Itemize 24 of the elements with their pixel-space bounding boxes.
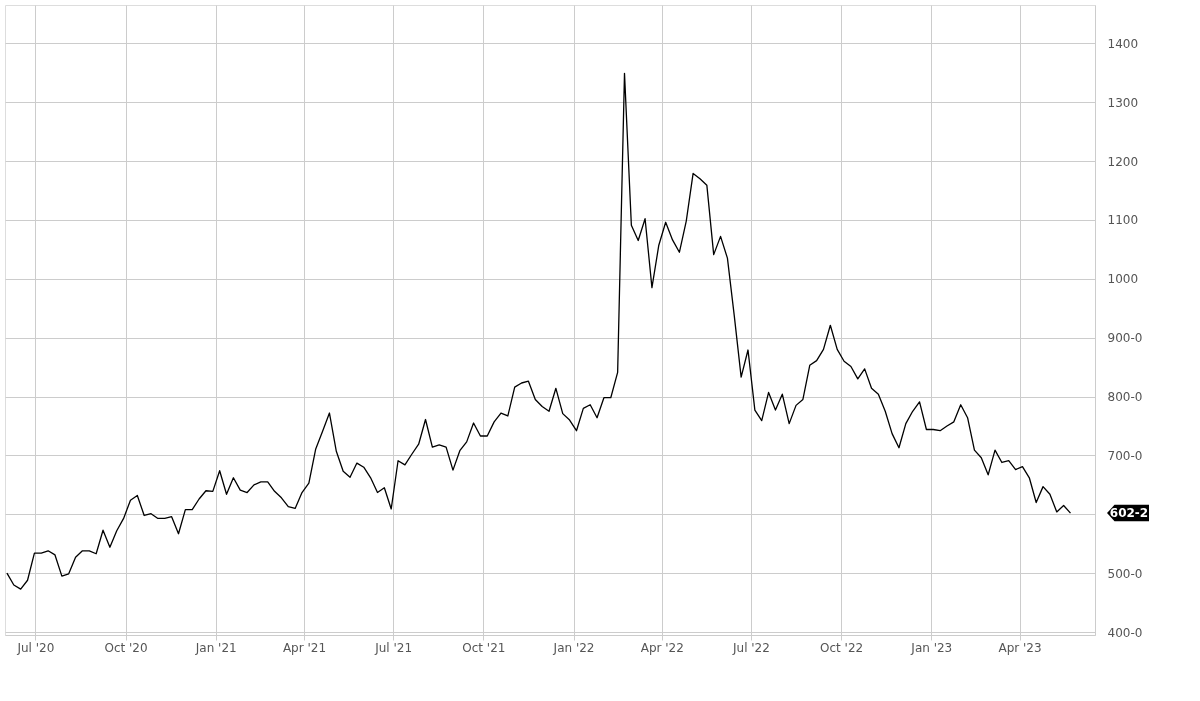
y-tick-label: 500-0 (1107, 566, 1143, 581)
y-tick-label: 1300 (1107, 95, 1139, 110)
x-tick-label: Jul '21 (374, 640, 413, 655)
line-series (6, 72, 1072, 590)
y-tick-label: 1000 (1107, 272, 1139, 287)
x-tick-label: Jan '23 (910, 640, 953, 655)
x-tick-label: Jan '22 (552, 640, 595, 655)
y-tick-label: 700-0 (1107, 448, 1143, 463)
y-tick-label: 800-0 (1107, 390, 1143, 405)
y-tick-label: 900-0 (1107, 331, 1143, 346)
x-tick-label: Apr '22 (640, 640, 684, 655)
x-tick-label: Oct '21 (462, 640, 506, 655)
x-tick-label: Jul '20 (16, 640, 55, 655)
x-tick-label: Oct '20 (104, 640, 148, 655)
y-tick-label: 1400 (1107, 36, 1139, 51)
x-tick-label: Apr '23 (998, 640, 1042, 655)
y-tick-label: 1100 (1107, 213, 1139, 228)
x-tick-label: Oct '22 (820, 640, 864, 655)
x-tick-label: Jan '21 (194, 640, 237, 655)
y-tick-label: 1200 (1107, 154, 1139, 169)
x-tick-label: Apr '21 (282, 640, 327, 655)
text: 602-2 (1109, 506, 1149, 521)
x-tick-label: Jul '22 (732, 640, 770, 655)
y-tick-label: 400-0 (1107, 625, 1143, 640)
